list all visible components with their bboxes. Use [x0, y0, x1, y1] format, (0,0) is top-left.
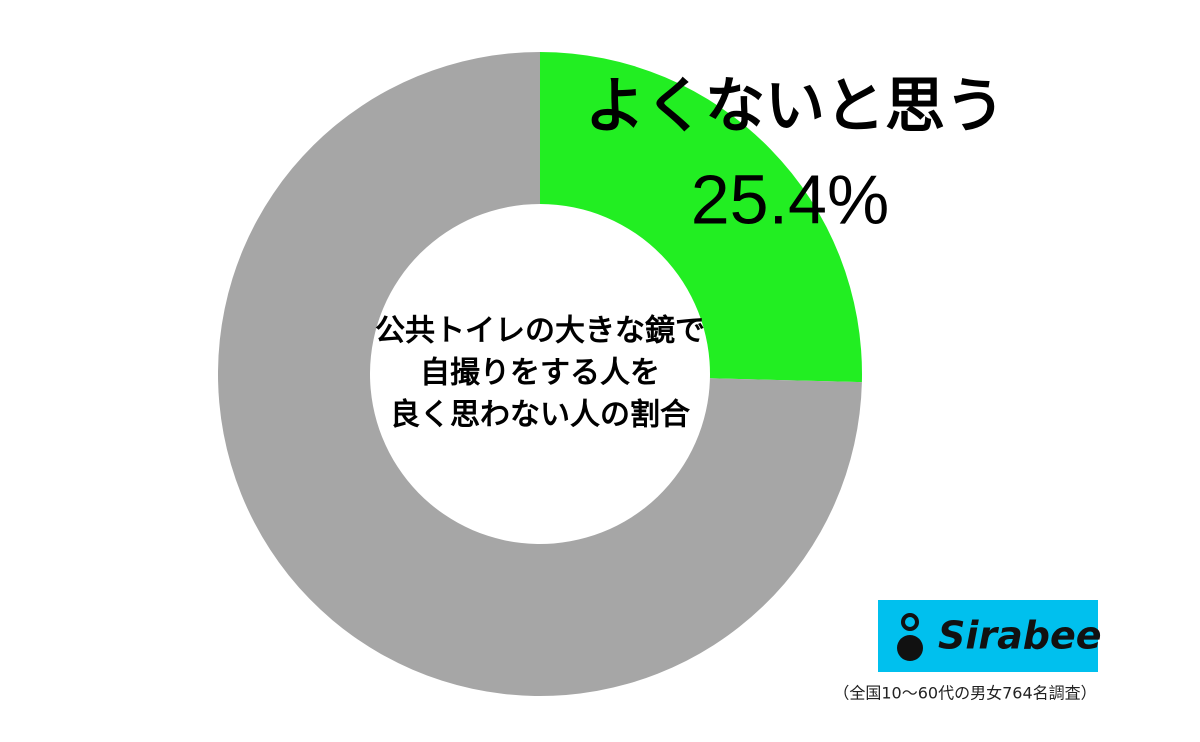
logo-icon — [901, 613, 919, 631]
center-text: 自撮りをする人を — [420, 356, 660, 391]
slice — [218, 52, 862, 696]
logo-icon — [897, 635, 923, 661]
slice — [540, 52, 863, 383]
logo-text: Sirabee — [938, 614, 1102, 658]
logo: Sirabee — [878, 600, 1102, 672]
center-text: 良く思わない人の割合 — [390, 398, 690, 433]
slice-label: よくないと思う — [585, 72, 1005, 142]
center-text: 公共トイレの大きな鏡で — [375, 314, 705, 349]
note: （全国10〜60代の男女764名調査） — [833, 684, 1096, 703]
value-label: 25.4% — [691, 160, 889, 238]
